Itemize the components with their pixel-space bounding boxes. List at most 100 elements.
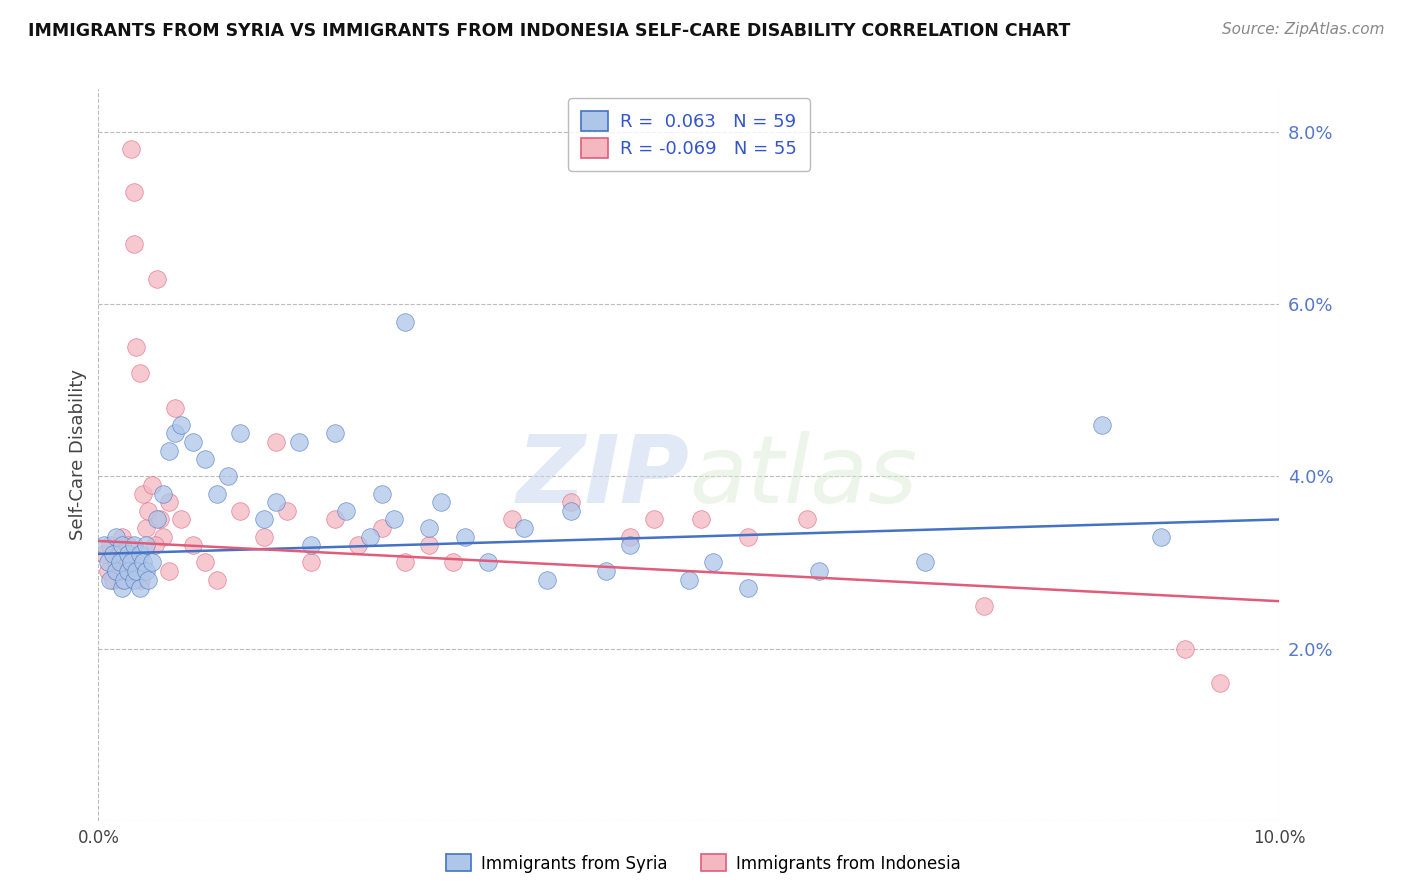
Point bbox=[264, 435, 287, 450]
Point bbox=[165, 426, 187, 441]
Point bbox=[141, 478, 163, 492]
Point bbox=[430, 495, 453, 509]
Point bbox=[105, 556, 128, 570]
Point bbox=[323, 426, 346, 441]
Point bbox=[170, 417, 193, 432]
Point bbox=[128, 366, 150, 380]
Point bbox=[117, 538, 139, 552]
Point bbox=[165, 401, 187, 415]
Point bbox=[122, 186, 145, 200]
Point bbox=[112, 564, 135, 578]
Point bbox=[135, 564, 157, 578]
Point bbox=[146, 271, 169, 285]
Point bbox=[111, 573, 134, 587]
Point bbox=[205, 573, 228, 587]
Point bbox=[121, 556, 143, 570]
Legend: Immigrants from Syria, Immigrants from Indonesia: Immigrants from Syria, Immigrants from I… bbox=[439, 847, 967, 880]
Point bbox=[93, 538, 115, 552]
Point bbox=[143, 538, 166, 552]
Point bbox=[418, 538, 440, 552]
Point bbox=[253, 530, 276, 544]
Point bbox=[105, 564, 128, 578]
Point bbox=[135, 521, 157, 535]
Point bbox=[973, 599, 995, 613]
Point bbox=[181, 435, 204, 450]
Point bbox=[323, 512, 346, 526]
Point bbox=[737, 530, 759, 544]
Point bbox=[205, 486, 228, 500]
Point bbox=[512, 521, 534, 535]
Point bbox=[125, 340, 148, 354]
Point bbox=[181, 538, 204, 552]
Point bbox=[737, 582, 759, 596]
Point bbox=[122, 573, 145, 587]
Point bbox=[98, 573, 121, 587]
Point bbox=[135, 538, 157, 552]
Point bbox=[121, 143, 143, 157]
Point bbox=[105, 564, 128, 578]
Y-axis label: Self-Care Disability: Self-Care Disability bbox=[69, 369, 87, 541]
Point bbox=[157, 495, 180, 509]
Point bbox=[122, 237, 145, 252]
Text: atlas: atlas bbox=[689, 432, 917, 523]
Point bbox=[689, 512, 711, 526]
Point bbox=[122, 538, 145, 552]
Point bbox=[359, 530, 381, 544]
Point bbox=[560, 495, 582, 509]
Point bbox=[117, 556, 139, 570]
Point bbox=[1091, 417, 1114, 432]
Point bbox=[146, 512, 169, 526]
Text: Source: ZipAtlas.com: Source: ZipAtlas.com bbox=[1222, 22, 1385, 37]
Point bbox=[136, 504, 159, 518]
Point bbox=[93, 547, 115, 561]
Point bbox=[276, 504, 298, 518]
Point bbox=[299, 556, 322, 570]
Text: IMMIGRANTS FROM SYRIA VS IMMIGRANTS FROM INDONESIA SELF-CARE DISABILITY CORRELAT: IMMIGRANTS FROM SYRIA VS IMMIGRANTS FROM… bbox=[28, 22, 1070, 40]
Point bbox=[335, 504, 357, 518]
Point bbox=[127, 556, 149, 570]
Point bbox=[643, 512, 665, 526]
Point bbox=[371, 486, 394, 500]
Point bbox=[914, 556, 936, 570]
Point bbox=[1209, 676, 1232, 690]
Point bbox=[371, 521, 394, 535]
Point bbox=[97, 564, 120, 578]
Point bbox=[394, 556, 416, 570]
Point bbox=[132, 486, 155, 500]
Point bbox=[217, 469, 239, 483]
Point bbox=[98, 538, 121, 552]
Point bbox=[501, 512, 523, 526]
Point bbox=[619, 538, 641, 552]
Point bbox=[264, 495, 287, 509]
Point bbox=[152, 486, 174, 500]
Point bbox=[157, 443, 180, 458]
Point bbox=[1174, 641, 1197, 656]
Point bbox=[229, 426, 252, 441]
Point bbox=[796, 512, 818, 526]
Point bbox=[105, 530, 128, 544]
Point bbox=[128, 547, 150, 561]
Point bbox=[108, 556, 131, 570]
Point bbox=[536, 573, 558, 587]
Point bbox=[441, 556, 464, 570]
Point bbox=[157, 564, 180, 578]
Point bbox=[194, 452, 217, 467]
Point bbox=[108, 547, 131, 561]
Point bbox=[807, 564, 830, 578]
Point bbox=[125, 564, 148, 578]
Point bbox=[112, 573, 135, 587]
Point bbox=[132, 556, 155, 570]
Point bbox=[288, 435, 311, 450]
Point bbox=[229, 504, 252, 518]
Text: ZIP: ZIP bbox=[516, 431, 689, 523]
Point bbox=[453, 530, 475, 544]
Point bbox=[678, 573, 700, 587]
Point bbox=[418, 521, 440, 535]
Point bbox=[299, 538, 322, 552]
Point bbox=[1150, 530, 1173, 544]
Point bbox=[128, 582, 150, 596]
Legend: R =  0.063   N = 59, R = -0.069   N = 55: R = 0.063 N = 59, R = -0.069 N = 55 bbox=[568, 98, 810, 170]
Point bbox=[253, 512, 276, 526]
Point bbox=[101, 547, 124, 561]
Point bbox=[152, 530, 174, 544]
